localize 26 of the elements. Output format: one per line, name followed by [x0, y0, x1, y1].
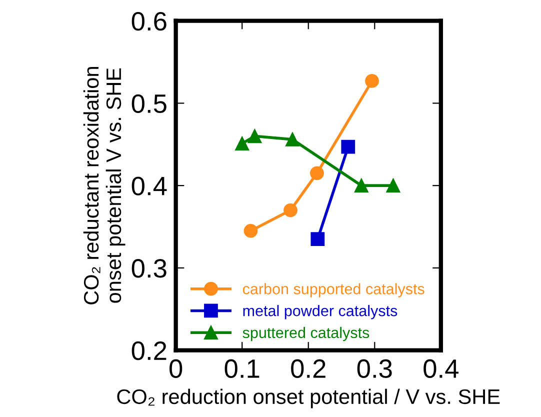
- point: [286, 132, 300, 146]
- point: [386, 178, 400, 193]
- point: [244, 224, 258, 238]
- x-tick-label: 0.4: [424, 359, 458, 378]
- y-tick-label: 0.4: [132, 176, 167, 196]
- y-tick-label: 0.3: [132, 259, 166, 278]
- point: [365, 74, 379, 88]
- point: [354, 178, 368, 193]
- legend-label: carbon supported catalysts: [242, 283, 424, 298]
- point: [235, 136, 250, 151]
- y-axis-title: CO₂ reductant reoxidation onset potential V vs. SHE: [83, 67, 126, 304]
- legend-label: metal powder catalysts: [243, 304, 398, 320]
- y-tick-label: 0.6: [132, 12, 166, 31]
- point: [310, 232, 325, 246]
- x-tick-label: 0.1: [224, 359, 260, 378]
- x-tick-label: 0.2: [291, 359, 326, 378]
- point: [341, 140, 356, 154]
- x-axis-title: CO₂ reduction onset potential / V vs. SHE: [117, 388, 500, 408]
- y-tick-label: 0.2: [132, 341, 166, 360]
- point: [284, 203, 298, 218]
- point: [248, 129, 262, 144]
- legend-label: sputtered catalysts: [242, 326, 370, 342]
- x-tick-label: 0.3: [357, 359, 392, 378]
- x-tick-label: 0: [170, 359, 182, 378]
- y-tick-label: 0.5: [132, 94, 166, 114]
- point: [310, 166, 324, 180]
